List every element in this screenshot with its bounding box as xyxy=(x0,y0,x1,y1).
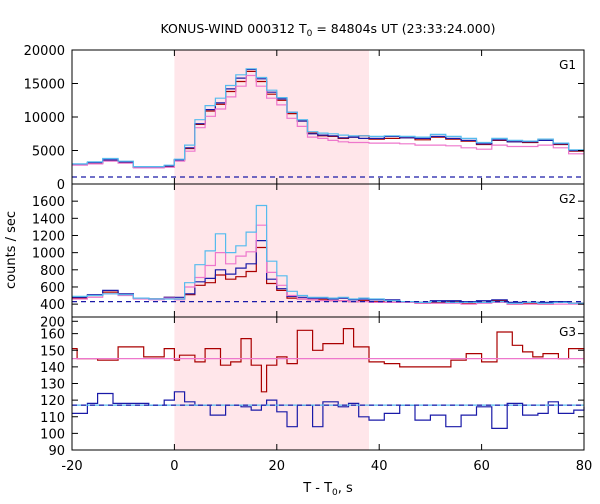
y-tick-label: 90 xyxy=(48,444,65,459)
chart-title-main: KONUS-WIND 000312 T xyxy=(160,21,306,36)
x-axis-title-rest: , s xyxy=(338,481,353,496)
y-tick-label: 0 xyxy=(57,178,65,193)
chart-title-rest: = 84804s UT (23:33:24.000) xyxy=(312,21,495,36)
y-tick-label: 5000 xyxy=(32,145,65,160)
x-tick-label: 60 xyxy=(473,459,490,474)
plot-area: 0 5000 10000 15000 20000 G1 200 400 600 800 1000 12… xyxy=(24,44,585,459)
panel-label: G1 xyxy=(559,58,576,72)
x-tick-label: 20 xyxy=(269,459,286,474)
y-tick-label: 20000 xyxy=(24,44,65,59)
chart-title: KONUS-WIND 000312 T0 = 84804s UT (23:33:… xyxy=(160,21,495,39)
panel-label: G3 xyxy=(559,325,576,339)
shaded-interval xyxy=(174,50,369,184)
y-tick-label: 100 xyxy=(40,427,65,442)
x-tick-label: 80 xyxy=(576,459,593,474)
y-tick-label: 150 xyxy=(40,344,65,359)
y-tick-label: 200 xyxy=(40,315,65,330)
y-tick-label: 1000 xyxy=(32,247,65,262)
x-axis-title-main: T - T xyxy=(302,481,332,496)
chart-title-subscript: 0 xyxy=(307,29,313,39)
series-g1-3 xyxy=(72,68,584,168)
y-tick-label: 140 xyxy=(40,361,65,376)
y-tick-label: 1600 xyxy=(32,195,65,210)
y-axis-title: counts / sec xyxy=(4,211,19,289)
y-tick-label: 1200 xyxy=(32,229,65,244)
y-tick-label: 600 xyxy=(40,281,65,296)
y-tick-label: 800 xyxy=(40,264,65,279)
x-tick-label: -20 xyxy=(61,459,82,474)
y-tick-label: 110 xyxy=(40,411,65,426)
y-tick-label: 1400 xyxy=(32,212,65,227)
y-tick-label: 120 xyxy=(40,394,65,409)
shaded-interval xyxy=(174,317,369,450)
series-g2-3 xyxy=(72,204,584,304)
series-g3-2 xyxy=(72,391,585,429)
panel-g1: 0 5000 10000 15000 20000 G1 xyxy=(24,44,585,193)
y-tick-label: 400 xyxy=(40,298,65,313)
panel-label: G2 xyxy=(559,192,576,206)
y-tick-label: 130 xyxy=(40,378,65,393)
x-axis-title-subscript: 0 xyxy=(332,488,338,498)
x-tick-labels: -20 0 20 40 60 80 xyxy=(61,459,592,474)
y-tick-label: 160 xyxy=(40,328,65,343)
x-tick-label: 0 xyxy=(170,459,178,474)
x-axis-title: T - T0, s xyxy=(302,481,353,498)
panel-g2: 200 400 600 800 1000 1200 1400 1600 G2 xyxy=(32,183,585,330)
y-tick-label: 10000 xyxy=(24,111,65,126)
x-tick-label: 40 xyxy=(371,459,388,474)
y-tick-label: 15000 xyxy=(24,78,65,93)
series-g3-0 xyxy=(72,328,585,393)
